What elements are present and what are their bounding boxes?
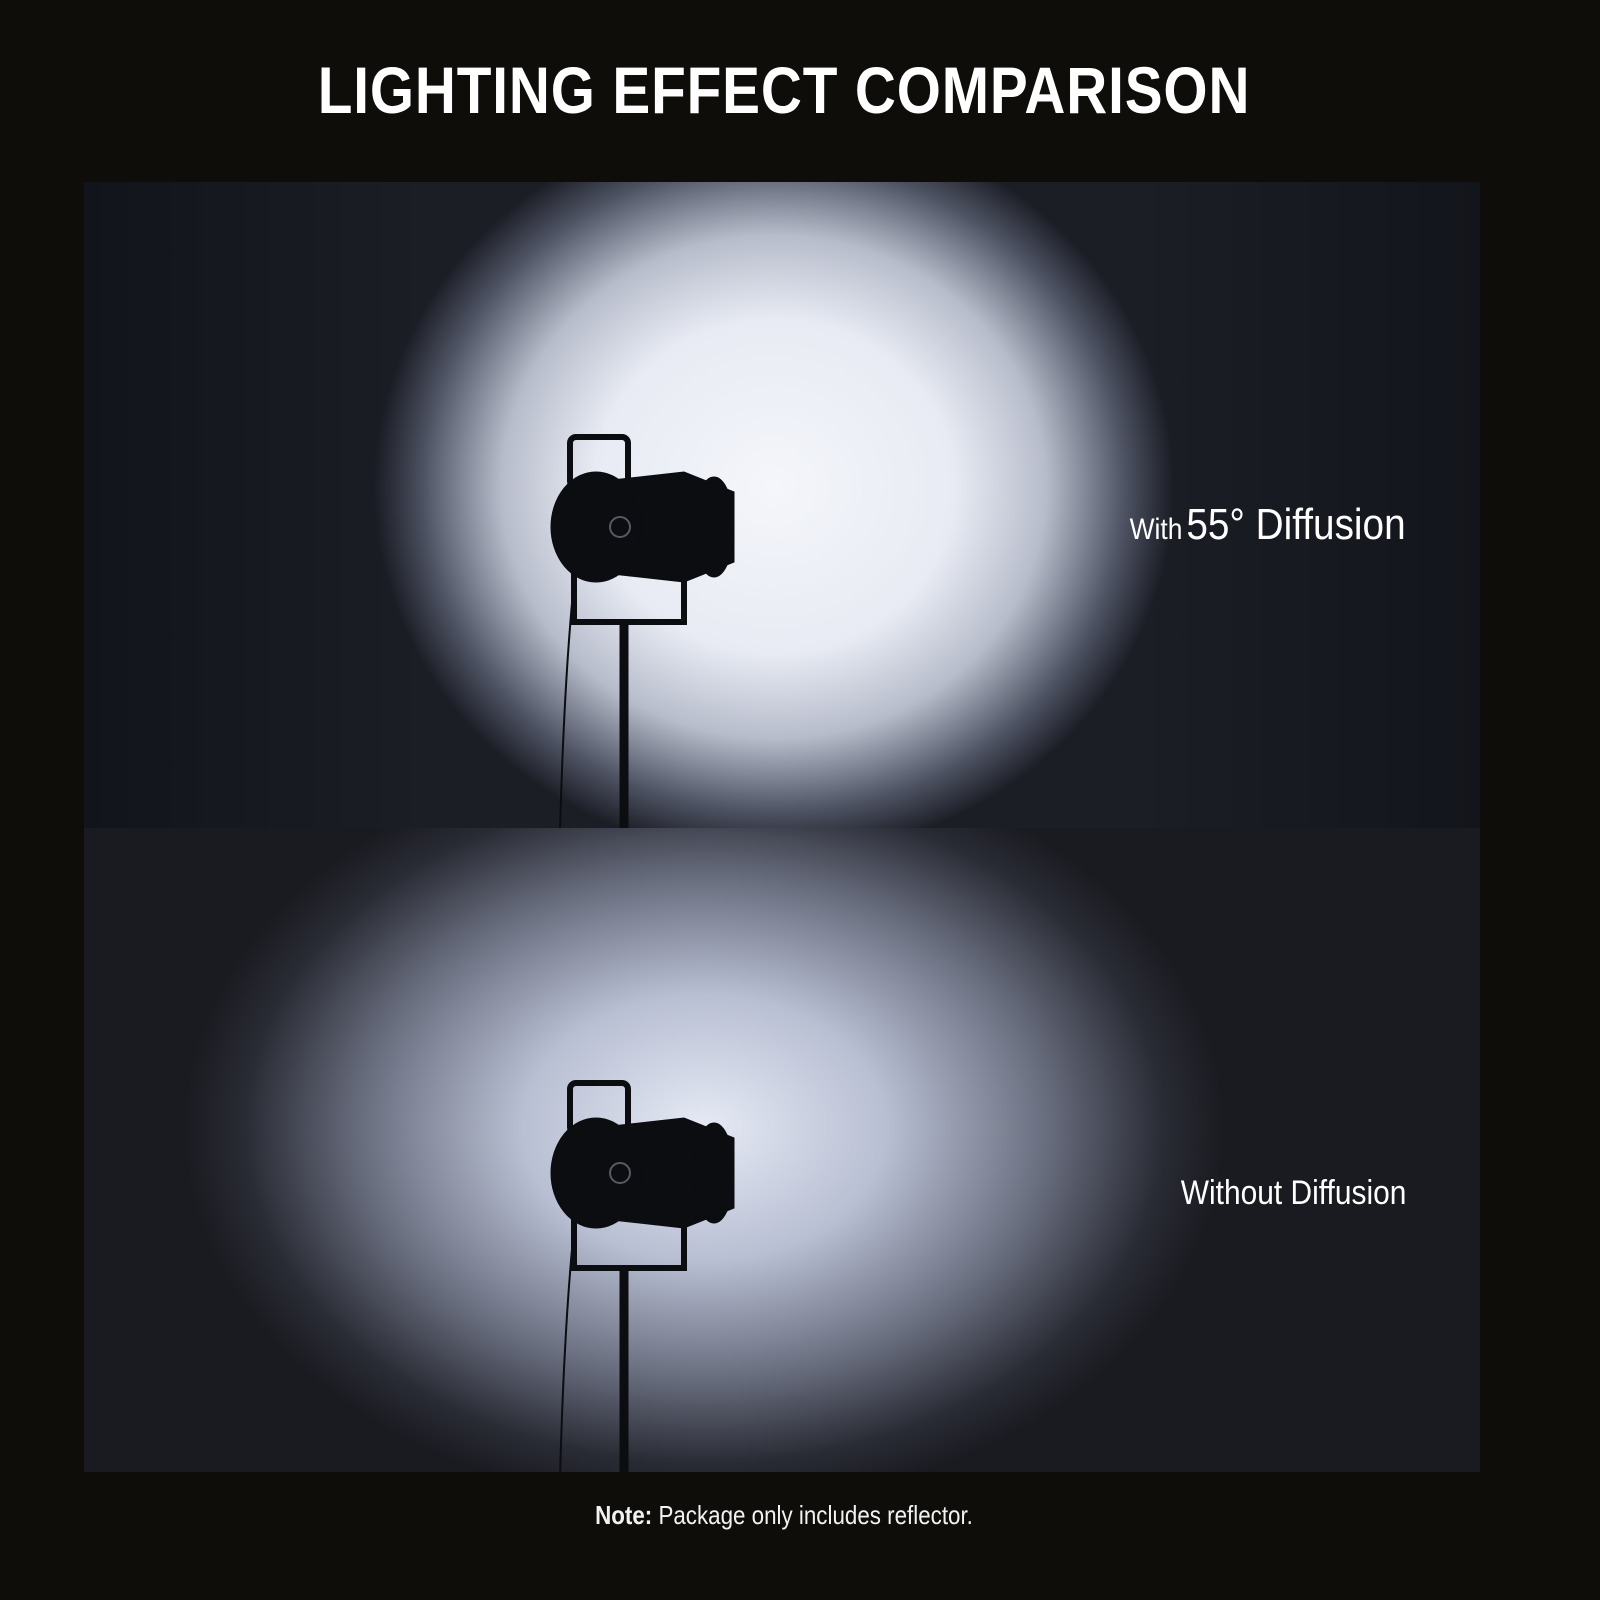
studio-light-image [550, 434, 735, 828]
with-diffusion-label: With 55° Diffusion [1130, 500, 1406, 550]
with-diffusion-panel: With 55° Diffusion [84, 182, 1480, 828]
without-diffusion-label: Without Diffusion [1180, 1174, 1406, 1212]
label-main: 55° Diffusion [1186, 500, 1406, 549]
page-title: LIGHTING EFFECT COMPARISON [317, 53, 1251, 127]
without-diffusion-panel: Without Diffusion [84, 828, 1480, 1472]
note-label: Note: [595, 1500, 653, 1530]
footnote: Note: Package only includes reflector. [110, 1500, 1458, 1531]
label-prefix: With [1130, 513, 1183, 546]
note-text: Package only includes reflector. [658, 1500, 973, 1530]
studio-light-image [550, 1080, 735, 1472]
